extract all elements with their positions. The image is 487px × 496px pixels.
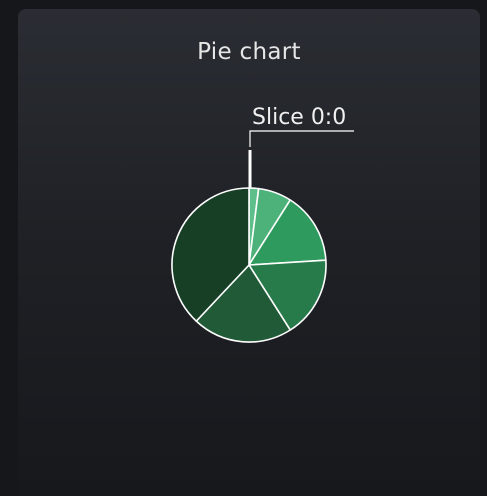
callout-underline	[249, 130, 354, 147]
chart-title: Pie chart	[197, 39, 301, 65]
callout-label: Slice 0:0	[252, 105, 346, 130]
pie-slices	[171, 187, 327, 343]
pie-slice-5[interactable]	[171, 187, 250, 322]
pie-slice-2[interactable]	[248, 199, 327, 266]
pie-slice-4[interactable]	[195, 264, 292, 343]
slice-callout: Slice 0:0	[248, 105, 354, 188]
pie-slice-3[interactable]	[248, 259, 327, 331]
